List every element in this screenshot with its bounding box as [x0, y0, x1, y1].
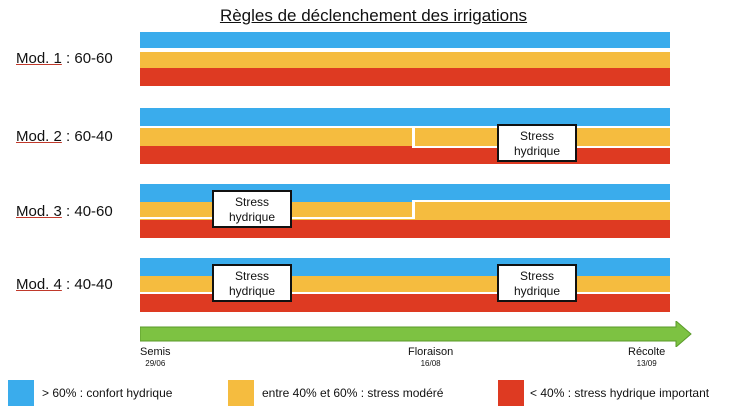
timeline-start-date: 29/06 [145, 359, 166, 368]
module-1-blue-band [140, 32, 670, 48]
stress-text-line2: hydrique [228, 210, 276, 224]
module-2-rule: : 60-40 [61, 128, 113, 145]
module-4-name: Mod. 4 [16, 276, 62, 293]
stress-text-line1: Stress [234, 195, 269, 209]
timeline-end: Récolte 13/09 [628, 346, 665, 368]
timeline-end-date: 13/09 [636, 359, 657, 368]
stress-text-line1: Stress [519, 129, 554, 143]
module-2-yellow-band [140, 128, 670, 146]
module-2-threshold-step-riser [412, 128, 415, 148]
module-1-label: Mod. 1 : 60-60 [16, 50, 113, 67]
module-2-label: Mod. 2 : 60-40 [16, 128, 113, 145]
module-4-stress-box-early: Stress hydrique [212, 264, 292, 302]
module-4-threshold-line [140, 292, 670, 294]
module-2-stress-box-late: Stress hydrique [497, 124, 577, 162]
legend-text-comfort: > 60% : confort hydrique [42, 386, 173, 400]
module-1-red-band [140, 68, 670, 86]
timeline-middle-label: Floraison [408, 346, 454, 358]
legend-swatch-comfort [8, 380, 34, 406]
timeline-middle-date: 16/08 [420, 359, 441, 368]
timeline-middle: Floraison 16/08 [408, 346, 453, 368]
module-2-blue-band [140, 108, 670, 126]
module-1-rule: : 60-60 [61, 50, 113, 67]
module-2-red-band [140, 146, 670, 164]
module-3-threshold-step-line-late [412, 200, 670, 202]
stress-text-line1: Stress [234, 269, 269, 283]
module-3-name: Mod. 3 [16, 203, 62, 220]
module-3-threshold-step-riser [412, 200, 415, 219]
module-4-label: Mod. 4 : 40-40 [16, 276, 113, 293]
timeline-end-label: Récolte [628, 346, 666, 358]
module-1-yellow-band [140, 52, 670, 68]
module-1-name: Mod. 1 [16, 50, 62, 67]
stress-text-line2: hydrique [513, 144, 561, 158]
stress-text-line2: hydrique [513, 284, 561, 298]
module-3-rule: : 40-60 [61, 203, 113, 220]
timeline-start: Semis 29/06 [140, 346, 171, 368]
legend-text-severe: < 40% : stress hydrique important [530, 386, 710, 400]
module-2-name: Mod. 2 [16, 128, 62, 145]
legend-text-moderate: entre 40% et 60% : stress modéré [262, 386, 444, 400]
module-4-rule: : 40-40 [61, 276, 113, 293]
stress-text-line2: hydrique [228, 284, 276, 298]
timeline-arrow-shape [140, 321, 692, 347]
timeline-arrow [140, 321, 692, 347]
legend-swatch-severe [498, 380, 524, 406]
module-3-label: Mod. 3 : 40-60 [16, 203, 113, 220]
module-3-stress-box-early: Stress hydrique [212, 190, 292, 228]
legend-swatch-moderate [228, 380, 254, 406]
diagram-title: Règles de déclenchement des irrigations [219, 6, 528, 25]
module-4-stress-box-late: Stress hydrique [497, 264, 577, 302]
timeline-start-label: Semis [140, 346, 171, 358]
stress-text-line1: Stress [519, 269, 554, 283]
